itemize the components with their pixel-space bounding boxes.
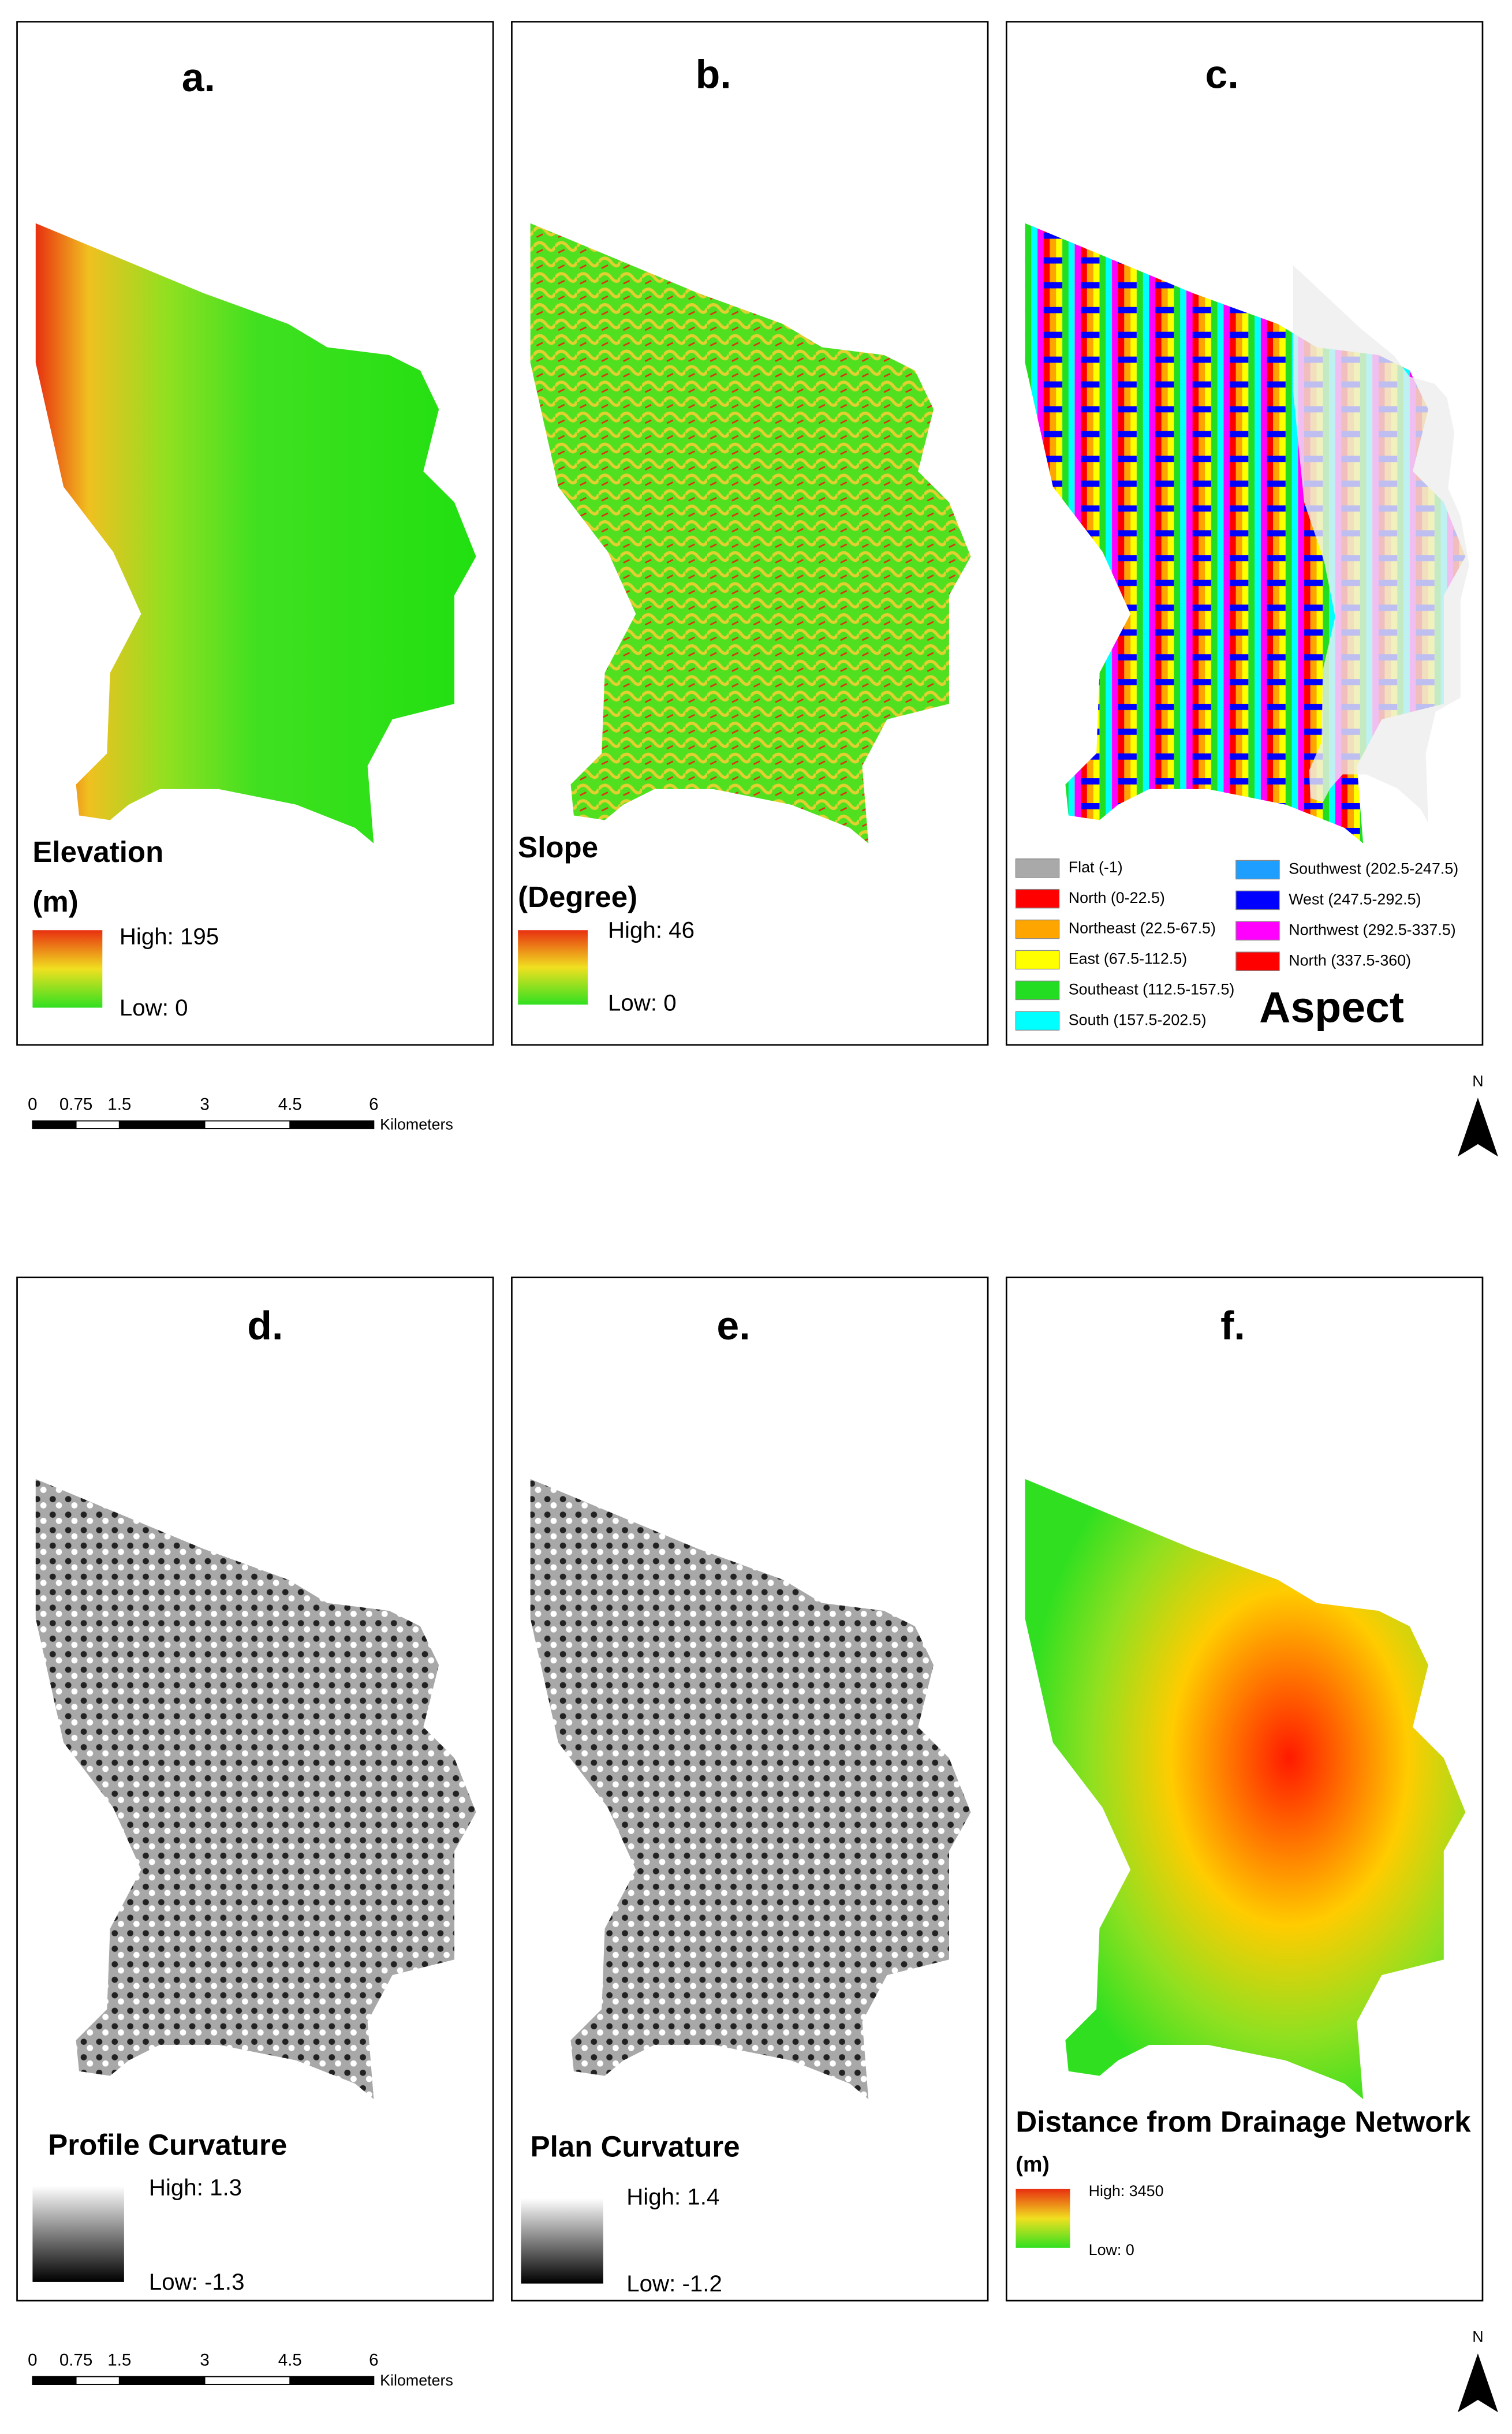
scale-segment [75,1120,120,1129]
map-region [1025,1479,1466,2099]
scale-segment [32,2376,77,2386]
aspect-swatch [1235,951,1280,971]
north-arrow [1457,1097,1498,1157]
legend-ramp [1016,2189,1070,2248]
legend-unit: (Degree) [518,880,637,913]
aspect-label: Flat (-1) [1069,858,1123,876]
scale-tick: 4.5 [278,2351,302,2370]
map-region [35,1479,476,2099]
legend-high: High: 1.4 [626,2183,719,2209]
scale-unit: Kilometers [380,2372,453,2389]
legend-high: High: 1.3 [149,2174,242,2200]
legend-low: Low: 0 [1089,2241,1134,2258]
scale-tick: 1.5 [107,2351,131,2370]
panel-label: a. [182,55,215,100]
aspect-swatch [1015,980,1060,1001]
panel-frame [1005,21,1484,1046]
north-label: N [1472,1072,1483,1089]
legend-ramp [32,930,103,1008]
panel-frame [1005,1276,1484,2302]
scale-tick: 3 [200,2351,209,2370]
aspect-label: North (337.5-360) [1289,951,1411,969]
legend-low: Low: -1.3 [149,2269,245,2295]
panel-frame [16,1276,494,2302]
aspect-title: Aspect [1259,983,1404,1032]
panel-frame [16,21,494,1046]
scale-segment [118,1120,206,1129]
north-arrow [1457,2353,1498,2413]
aspect-label: Southeast (112.5-157.5) [1069,980,1235,998]
legend-low: Low: 0 [120,995,188,1021]
aspect-label: North (0-22.5) [1069,889,1165,906]
scale-tick: 0.75 [59,1095,92,1114]
panel-label: d. [247,1303,283,1348]
aspect-label: West (247.5-292.5) [1289,890,1421,908]
legend-ramp [518,930,588,1005]
legend-unit: (m) [32,885,78,918]
scale-segment [289,1120,375,1129]
legend-title: Slope [518,831,598,864]
scale-segment [32,1120,77,1129]
aspect-swatch [1235,890,1280,910]
legend-high: High: 195 [120,923,219,949]
legend-title: Profile Curvature [48,2129,287,2162]
scale-tick: 0.75 [59,2351,92,2370]
aspect-swatch [1235,921,1280,941]
aspect-swatch [1015,950,1060,970]
aspect-swatch [1015,889,1060,909]
panel-label: e. [716,1303,750,1348]
aspect-label: South (157.5-202.5) [1069,1011,1207,1028]
panel-frame [511,1276,989,2302]
scale-tick: 1.5 [107,1095,131,1114]
legend-low: Low: 0 [608,990,677,1016]
legend-low: Low: -1.2 [626,2271,722,2297]
scale-tick: 3 [200,1095,209,1114]
panel-label: c. [1205,52,1239,97]
scale-segment [204,2376,291,2386]
panel-frame [511,21,989,1046]
legend-high: High: 3450 [1089,2182,1164,2200]
scale-tick: 6 [369,2351,378,2370]
legend-title: Plan Curvature [531,2130,740,2163]
aspect-label: Northwest (292.5-337.5) [1289,921,1456,938]
panel-label: b. [696,52,731,97]
legend-ramp [32,2186,124,2282]
panel-label: f. [1220,1303,1245,1348]
scale-segment [118,2376,206,2386]
scale-tick: 6 [369,1095,378,1114]
north-label: N [1472,2328,1483,2346]
legend-title: Elevation [32,835,163,868]
aspect-swatch [1015,919,1060,939]
scale-tick: 4.5 [278,1095,302,1114]
aspect-swatch [1015,1011,1060,1031]
legend-ramp [521,2198,603,2284]
map-region [35,223,476,843]
scale-tick: 0 [28,2351,37,2370]
aspect-label: Northeast (22.5-67.5) [1069,920,1216,937]
legend-title: Distance from Drainage Network [1016,2105,1471,2138]
legend-unit: (m) [1016,2152,1049,2176]
scale-segment [75,2376,120,2386]
aspect-label: East (67.5-112.5) [1069,950,1187,968]
map-region [530,223,971,843]
aspect-label: Southwest (202.5-247.5) [1289,860,1458,878]
aspect-swatch [1015,858,1060,878]
scale-unit: Kilometers [380,1116,453,1133]
scale-segment [289,2376,375,2386]
scale-segment [204,1120,291,1129]
scale-tick: 0 [28,1095,37,1114]
aspect-swatch [1235,860,1280,880]
legend-high: High: 46 [608,917,695,943]
map-region [530,1479,971,2099]
